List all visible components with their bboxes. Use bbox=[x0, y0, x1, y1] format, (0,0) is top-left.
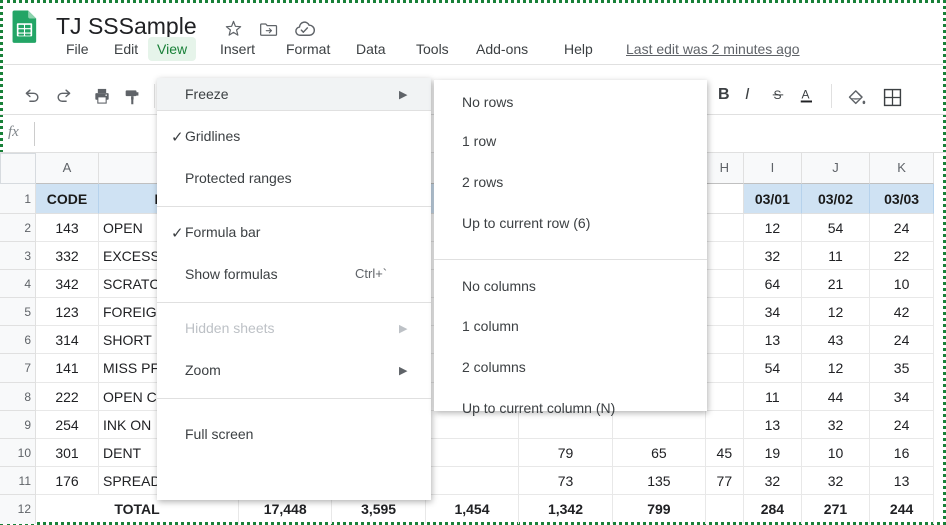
svg-text:A: A bbox=[802, 87, 810, 101]
